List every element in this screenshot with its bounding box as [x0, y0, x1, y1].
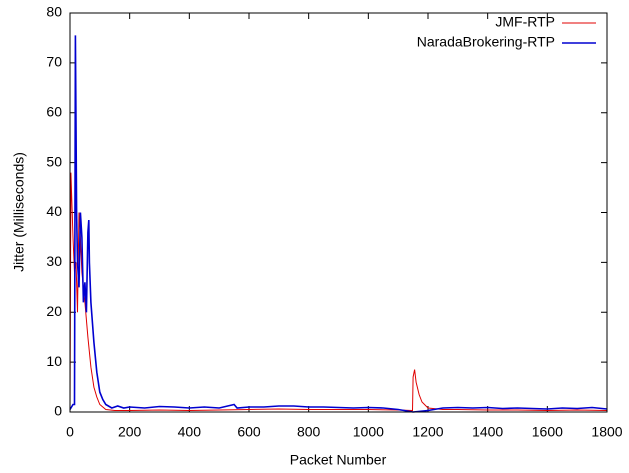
series-line [69, 172, 608, 413]
series-line [69, 35, 608, 413]
x-tick-label: 1400 [472, 424, 503, 440]
y-tick-label: 60 [46, 103, 62, 119]
x-tick-label: 1000 [353, 424, 384, 440]
x-tick-label: 0 [66, 424, 74, 440]
x-axis-label: Packet Number [290, 452, 387, 468]
x-tick-label: 800 [297, 424, 321, 440]
y-tick-label: 10 [46, 353, 62, 369]
y-tick-label: 0 [54, 403, 62, 419]
plot-frame [69, 12, 608, 413]
y-tick-label: 20 [46, 303, 62, 319]
legend-label: JMF-RTP [495, 14, 555, 30]
x-tick-label: 600 [237, 424, 261, 440]
x-tick-label: 200 [118, 424, 142, 440]
y-tick-label: 80 [46, 4, 62, 20]
y-tick-label: 40 [46, 203, 62, 219]
y-axis-label: Jitter (Milliseconds) [11, 152, 27, 272]
legend-label: NaradaBrokering-RTP [417, 34, 555, 50]
y-tick-label: 70 [46, 54, 62, 70]
y-tick-label: 30 [46, 253, 62, 269]
x-tick-label: 1200 [412, 424, 443, 440]
y-tick-label: 50 [46, 153, 62, 169]
x-tick-label: 1600 [532, 424, 563, 440]
x-tick-label: 400 [178, 424, 202, 440]
x-tick-label: 1800 [591, 424, 622, 440]
